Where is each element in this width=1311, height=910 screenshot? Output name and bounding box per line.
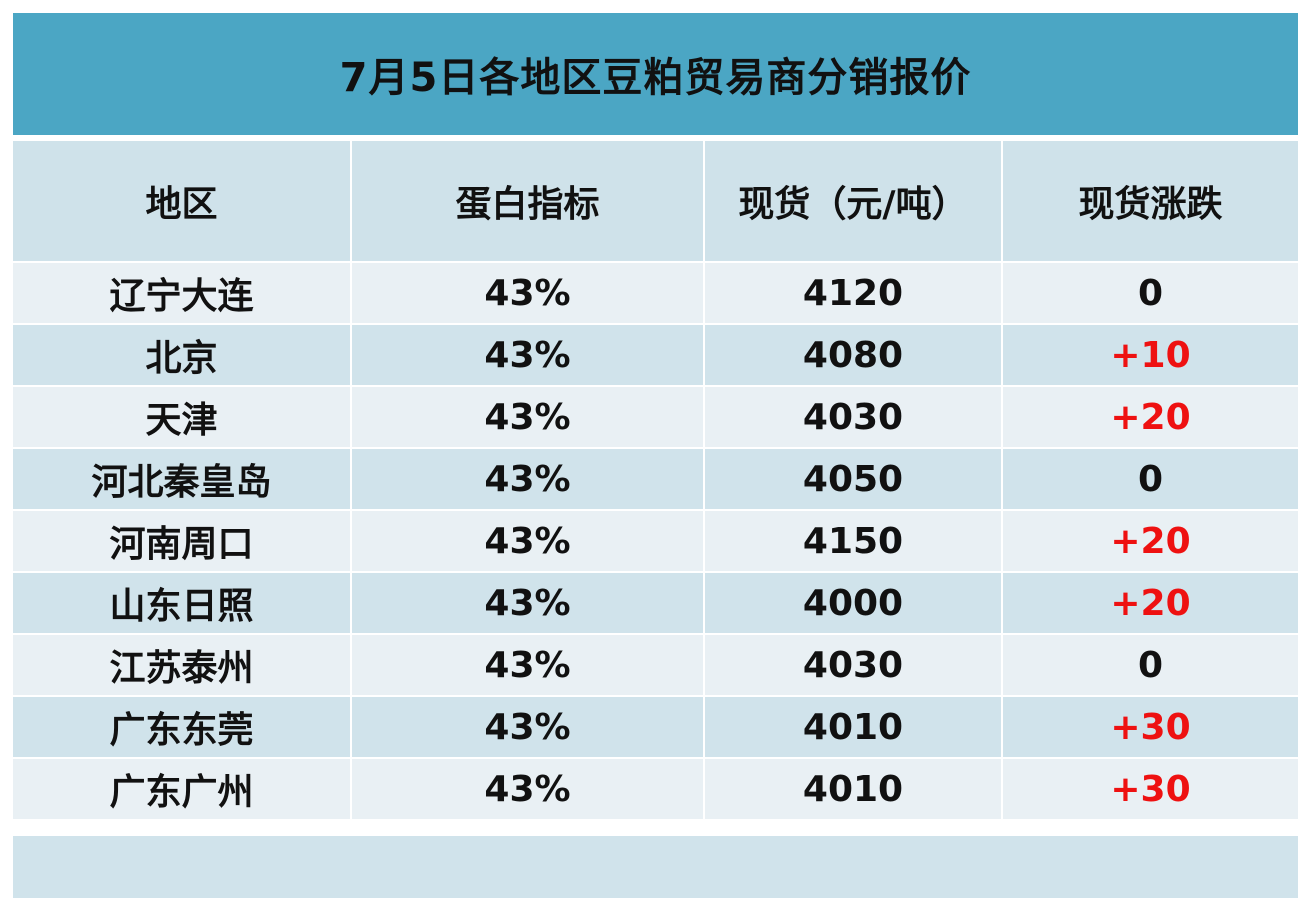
cell-price: 4010 xyxy=(705,759,1001,819)
footer-bar xyxy=(13,836,1298,898)
cell-change: 0 xyxy=(1003,263,1298,323)
title-bar: 7月5日各地区豆粕贸易商分销报价 xyxy=(13,13,1298,135)
cell-change: +30 xyxy=(1003,697,1298,757)
cell-region: 河南周口 xyxy=(13,511,350,571)
table-title: 7月5日各地区豆粕贸易商分销报价 xyxy=(339,55,972,101)
cell-protein: 43% xyxy=(352,697,703,757)
header-price: 现货（元/吨） xyxy=(705,141,1001,261)
cell-price: 4150 xyxy=(705,511,1001,571)
cell-protein: 43% xyxy=(352,387,703,447)
cell-region: 北京 xyxy=(13,325,350,385)
cell-region: 山东日照 xyxy=(13,573,350,633)
cell-region: 江苏泰州 xyxy=(13,635,350,695)
cell-price: 4050 xyxy=(705,449,1001,509)
cell-protein: 43% xyxy=(352,325,703,385)
cell-change: +20 xyxy=(1003,511,1298,571)
cell-change: +20 xyxy=(1003,387,1298,447)
cell-price: 4010 xyxy=(705,697,1001,757)
cell-region: 广东广州 xyxy=(13,759,350,819)
cell-protein: 43% xyxy=(352,449,703,509)
cell-change: 0 xyxy=(1003,635,1298,695)
table-grid: 地区 蛋白指标 现货（元/吨） 现货涨跌 辽宁大连 43% 4120 0 北京 43% 40… xyxy=(13,141,1298,819)
cell-price: 4080 xyxy=(705,325,1001,385)
cell-region: 河北秦皇岛 xyxy=(13,449,350,509)
cell-protein: 43% xyxy=(352,263,703,323)
header-protein: 蛋白指标 xyxy=(352,141,703,261)
cell-change: +20 xyxy=(1003,573,1298,633)
cell-change: 0 xyxy=(1003,449,1298,509)
cell-region: 天津 xyxy=(13,387,350,447)
cell-region: 辽宁大连 xyxy=(13,263,350,323)
cell-change: +10 xyxy=(1003,325,1298,385)
cell-price: 4030 xyxy=(705,387,1001,447)
header-region: 地区 xyxy=(13,141,350,261)
cell-protein: 43% xyxy=(352,635,703,695)
cell-protein: 43% xyxy=(352,759,703,819)
cell-price: 4120 xyxy=(705,263,1001,323)
cell-price: 4000 xyxy=(705,573,1001,633)
cell-change: +30 xyxy=(1003,759,1298,819)
cell-price: 4030 xyxy=(705,635,1001,695)
cell-protein: 43% xyxy=(352,511,703,571)
cell-protein: 43% xyxy=(352,573,703,633)
cell-region: 广东东莞 xyxy=(13,697,350,757)
price-table: 7月5日各地区豆粕贸易商分销报价 地区 蛋白指标 现货（元/吨） 现货涨跌 辽宁… xyxy=(13,13,1298,898)
header-change: 现货涨跌 xyxy=(1003,141,1298,261)
